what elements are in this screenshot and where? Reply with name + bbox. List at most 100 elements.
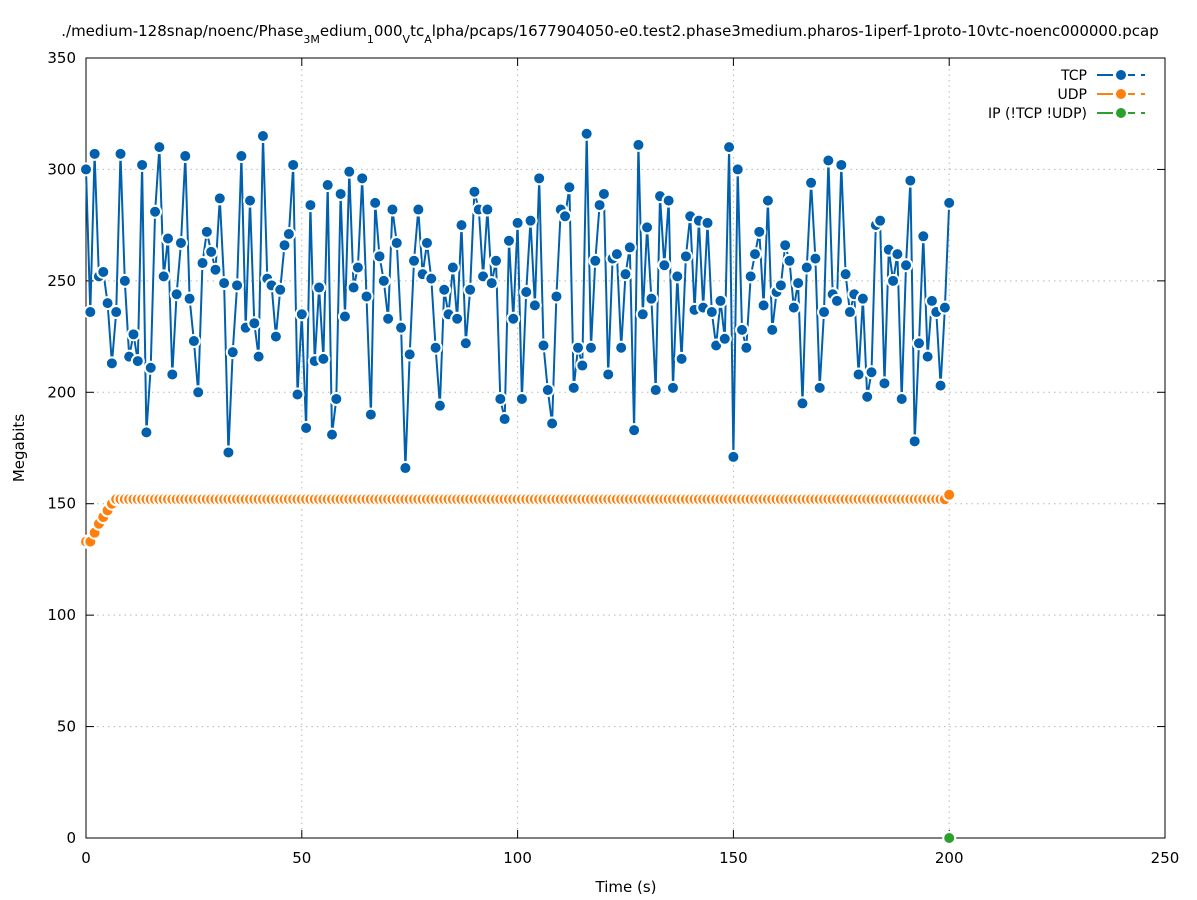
data-point [726,449,741,464]
data-point [333,186,348,201]
y-tick-label: 250 [47,272,76,290]
legend: TCP UDP IP (!TCP !UDP) [988,68,1145,122]
data-point [376,273,391,288]
data-point [148,204,163,219]
series-tcp [79,126,957,476]
data-point [359,289,374,304]
series-group [79,126,957,845]
data-point [299,420,314,435]
data-point [363,407,378,422]
data-point [208,262,223,277]
data-point [873,213,888,228]
data-point [368,195,383,210]
legend-label: IP (!TCP !UDP) [988,106,1087,122]
data-point [510,215,525,230]
data-point [735,322,750,337]
data-point [96,264,111,279]
data-point [320,178,335,193]
data-point [834,157,849,172]
data-point [644,291,659,306]
data-point [631,137,646,152]
data-point [407,253,422,268]
data-point [346,280,361,295]
data-point [135,157,150,172]
data-point [251,349,266,364]
data-point [458,336,473,351]
data-point [243,193,258,208]
data-point [225,345,240,360]
x-axis-title: Time (s) [595,878,657,896]
data-point [104,356,119,371]
data-point [268,329,283,344]
data-point [506,311,521,326]
x-tick-label: 50 [292,849,311,867]
data-point [575,358,590,373]
data-point [294,307,309,322]
data-point [230,278,245,293]
data-point [665,380,680,395]
y-tick-label: 100 [47,606,76,624]
data-point [864,365,879,380]
data-point [204,244,219,259]
data-point [899,258,914,273]
data-point [523,213,538,228]
data-point [886,273,901,288]
data-point [126,327,141,342]
data-point [195,256,210,271]
data-point [489,253,504,268]
data-point [281,227,296,242]
data-point [221,445,236,460]
data-point [756,298,771,313]
data-point [855,291,870,306]
data-point [463,282,478,297]
data-point [920,349,935,364]
x-tick-label: 100 [503,849,532,867]
data-point [851,367,866,382]
data-point [212,191,227,206]
data-point [497,412,512,427]
data-point [480,202,495,217]
data-point [234,149,249,164]
data-point [911,336,926,351]
data-point [493,391,508,406]
data-point [290,387,305,402]
data-point [329,391,344,406]
data-point [83,305,98,320]
data-point [752,224,767,239]
data-point [113,146,128,161]
data-point [117,273,132,288]
data-point [713,293,728,308]
data-point [614,340,629,355]
data-point [424,271,439,286]
data-point [381,311,396,326]
data-point [100,296,115,311]
data-point [173,235,188,250]
axes: 0 50 100 150 200 250 300 350 0 50 100 150 200 250 [47,49,1179,867]
data-point [648,383,663,398]
data-point [558,209,573,224]
data-point [342,164,357,179]
y-tick-label: 0 [66,829,76,847]
data-point [501,233,516,248]
data-point [350,260,365,275]
data-point [860,389,875,404]
data-point [419,235,434,250]
legend-marker [1114,68,1128,82]
x-tick-label: 200 [935,849,964,867]
y-tick-label: 350 [47,49,76,67]
data-point [316,351,331,366]
data-point [907,434,922,449]
data-point [942,831,957,845]
data-point [700,215,715,230]
data-point [579,126,594,141]
data-point [385,202,400,217]
data-point [808,251,823,266]
y-tick-label: 300 [47,160,76,178]
data-point [571,340,586,355]
data-point [670,269,685,284]
data-point [661,193,676,208]
data-point [622,240,637,255]
plot-border [85,57,1166,839]
data-point [247,316,262,331]
